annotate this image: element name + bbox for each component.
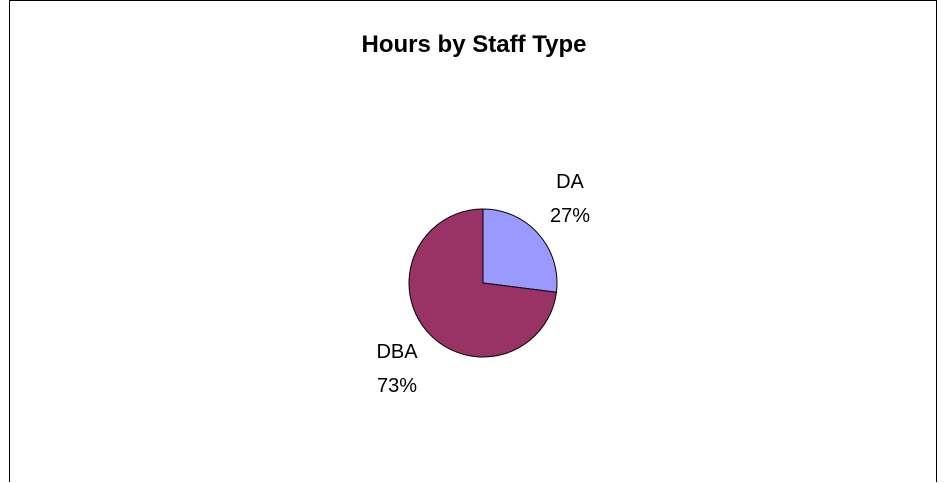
- slice-percent-dba: 73%: [377, 375, 417, 397]
- chart-area: Hours by Staff Type DA 27% DBA 73%: [9, 0, 937, 482]
- slice-label-dba: DBA: [376, 341, 418, 363]
- slice-label-da: DA: [556, 171, 584, 193]
- pie-slice-dba: [408, 208, 557, 358]
- slice-percent-da: 27%: [550, 205, 590, 227]
- chart-title: Hours by Staff Type: [361, 31, 587, 58]
- pie-plot: DA 27% DBA 73%: [376, 171, 590, 397]
- pie-slice-da: [482, 208, 558, 293]
